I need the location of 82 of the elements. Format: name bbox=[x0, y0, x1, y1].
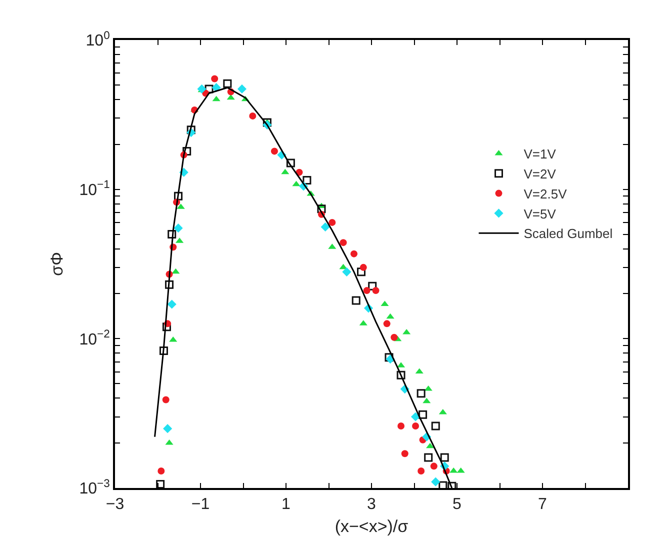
legend-label: V=2.5V bbox=[524, 186, 568, 202]
point bbox=[350, 250, 358, 258]
y-tick-label: 10$^{−3}$ bbox=[79, 478, 110, 498]
point bbox=[182, 146, 192, 156]
point bbox=[438, 481, 448, 488]
point bbox=[237, 84, 247, 94]
point bbox=[396, 370, 406, 380]
point bbox=[402, 328, 411, 334]
point bbox=[317, 204, 326, 214]
point bbox=[167, 300, 176, 309]
point bbox=[430, 462, 438, 470]
y-tick-label: 10$^{−2}$ bbox=[79, 328, 110, 348]
point bbox=[448, 482, 456, 488]
legend-label: V=5V bbox=[524, 206, 556, 222]
legend-label: Scaled Gumbel bbox=[524, 226, 613, 242]
x-tick-label: 7 bbox=[538, 496, 548, 514]
point bbox=[328, 218, 336, 226]
legend-label: V=2V bbox=[524, 166, 556, 182]
point bbox=[262, 118, 272, 127]
point bbox=[226, 94, 235, 100]
x-tick-label: 3 bbox=[367, 496, 376, 514]
point bbox=[156, 480, 165, 488]
point bbox=[412, 422, 420, 430]
point bbox=[249, 112, 256, 120]
point bbox=[186, 126, 196, 134]
point bbox=[204, 84, 214, 94]
point bbox=[162, 322, 171, 332]
point bbox=[159, 346, 168, 355]
point bbox=[172, 268, 180, 274]
point bbox=[174, 224, 183, 233]
point bbox=[158, 467, 165, 474]
point bbox=[281, 168, 290, 174]
x-axis-title: (x−<x>)/σ bbox=[334, 517, 409, 536]
point bbox=[398, 422, 404, 430]
point bbox=[415, 368, 424, 374]
point bbox=[418, 410, 428, 419]
point bbox=[431, 422, 440, 430]
point bbox=[424, 453, 433, 462]
x-tick-label: −3 bbox=[106, 496, 124, 514]
point bbox=[286, 158, 295, 168]
point bbox=[426, 442, 434, 448]
point bbox=[223, 79, 232, 88]
point bbox=[372, 287, 380, 294]
point bbox=[169, 336, 178, 342]
point bbox=[401, 450, 408, 458]
point bbox=[360, 264, 367, 271]
point bbox=[270, 148, 278, 155]
point bbox=[383, 320, 390, 328]
point bbox=[450, 467, 458, 473]
y-axis-title: σΦ bbox=[47, 252, 66, 276]
point bbox=[163, 424, 172, 434]
point bbox=[168, 230, 176, 239]
point bbox=[422, 398, 431, 404]
point bbox=[440, 453, 449, 462]
point bbox=[410, 412, 420, 422]
point bbox=[165, 280, 174, 289]
point bbox=[368, 282, 377, 290]
point bbox=[356, 268, 366, 276]
x-tick-label: −1 bbox=[191, 496, 210, 514]
point bbox=[292, 180, 300, 186]
point bbox=[386, 313, 394, 319]
point bbox=[174, 192, 183, 200]
point bbox=[418, 467, 425, 474]
x-tick-label: 5 bbox=[452, 496, 462, 514]
point bbox=[197, 84, 206, 94]
point bbox=[352, 296, 360, 305]
legend-label: V=1V bbox=[524, 146, 556, 162]
point bbox=[162, 396, 170, 404]
point bbox=[342, 267, 352, 276]
point bbox=[302, 176, 312, 185]
point bbox=[340, 239, 347, 246]
point bbox=[211, 75, 218, 82]
point bbox=[416, 389, 426, 398]
point bbox=[363, 287, 370, 294]
y-tick-label: 10$^{0}$ bbox=[86, 30, 110, 50]
point bbox=[431, 477, 440, 486]
point bbox=[390, 334, 398, 341]
point bbox=[212, 96, 220, 102]
x-tick-label: 1 bbox=[282, 496, 291, 514]
point bbox=[456, 467, 465, 473]
point bbox=[320, 222, 330, 232]
y-tick-label: 10$^{−1}$ bbox=[79, 179, 110, 199]
